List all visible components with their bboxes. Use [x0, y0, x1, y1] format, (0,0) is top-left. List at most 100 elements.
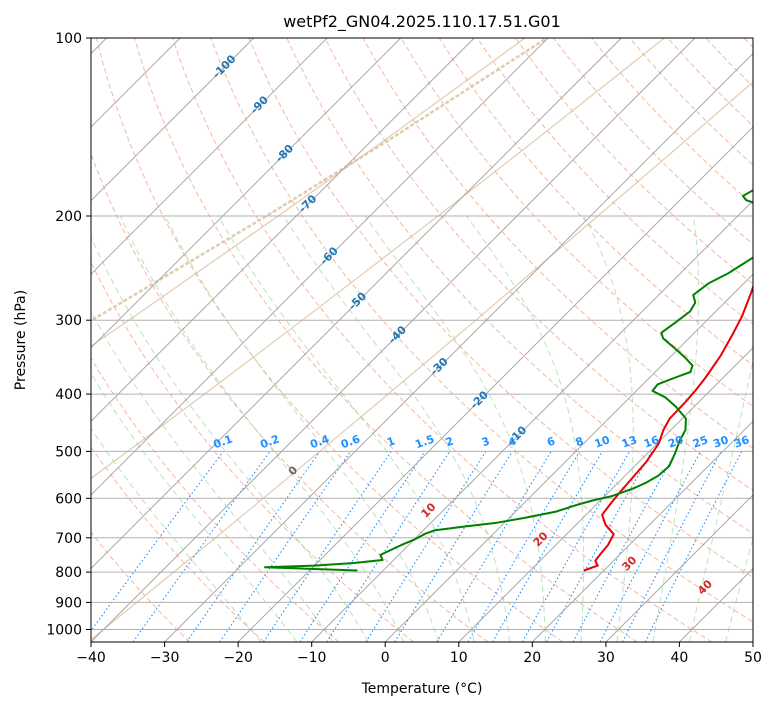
mixing-ratio-label: 10 — [593, 433, 612, 451]
y-tick-label: 200 — [55, 209, 82, 225]
dry-adiabat — [210, 38, 753, 623]
y-tick-label: 500 — [55, 444, 82, 460]
moist-adiabat — [652, 215, 700, 642]
isotherm — [91, 38, 328, 275]
dry-adiabat — [134, 38, 638, 642]
mixing-ratio-label: 2 — [444, 435, 456, 450]
mixing-ratio-label: 0.6 — [339, 432, 362, 451]
mixing-ratio-label: 1.5 — [413, 432, 436, 451]
x-tick-label: 50 — [744, 650, 762, 666]
mixing-ratio-label: 0.4 — [308, 432, 331, 451]
y-tick-label: 800 — [55, 565, 82, 581]
moist-adiabat — [583, 215, 634, 642]
moist-adiabat — [466, 215, 585, 642]
isotherm — [605, 494, 753, 642]
mixing-ratio-line — [263, 451, 392, 642]
x-tick-label: −40 — [76, 650, 106, 666]
isotherm — [91, 38, 622, 570]
mixing-ratio-line — [522, 451, 631, 642]
mixing-ratio-label: 13 — [620, 433, 639, 450]
moist-adiabat — [91, 372, 298, 642]
moist-adiabat — [283, 215, 511, 642]
isotherm — [458, 347, 753, 642]
dry-adiabat — [400, 38, 753, 408]
mixing-ratio-label: 30 — [712, 433, 731, 451]
dry-adiabat — [324, 38, 753, 492]
mixing-ratio-line — [326, 451, 451, 642]
mixing-ratio-label: 1 — [385, 435, 397, 450]
dry-adiabat — [91, 357, 340, 642]
x-tick-label: 30 — [597, 650, 615, 666]
mixing-ratio-line — [644, 451, 743, 642]
isotherm — [91, 38, 549, 496]
mixing-ratio-label: 0.1 — [212, 432, 235, 451]
moist-adiabat — [91, 310, 334, 642]
mixing-ratio-line — [546, 451, 653, 642]
dry-adiabat — [95, 38, 563, 642]
y-tick-label: 100 — [55, 31, 82, 47]
dry-adiabat — [91, 446, 265, 642]
mixing-ratio-label: 3 — [480, 435, 492, 450]
mixing-ratio-label: 6 — [545, 434, 557, 449]
moist-adiabat — [164, 215, 440, 642]
mixing-ratio-label: 8 — [574, 435, 586, 450]
moist-adiabat — [91, 235, 369, 642]
mixing-ratio-line — [219, 451, 352, 642]
isotherm — [91, 38, 475, 423]
dry-adiabat — [514, 38, 753, 285]
dry-adiabat — [248, 38, 753, 578]
mixing-ratio-line — [91, 451, 224, 632]
reference-curve — [91, 38, 665, 480]
reference-curve — [91, 38, 548, 323]
y-tick-label: 900 — [55, 595, 82, 611]
mixing-ratio-label: 36 — [732, 433, 751, 451]
y-tick-label: 400 — [55, 387, 82, 403]
isotherm — [237, 126, 753, 642]
profile-line — [264, 189, 753, 572]
moist-adiabat — [364, 215, 546, 642]
x-tick-label: −30 — [150, 650, 180, 666]
dry-adiabat — [91, 531, 191, 642]
profile-lines — [264, 189, 753, 572]
mixing-ratio-line — [394, 451, 513, 642]
x-tick-label: 40 — [670, 650, 688, 666]
mixing-ratio-label: 0.2 — [258, 432, 281, 451]
moist-adiabat — [119, 215, 405, 642]
dry-adiabat — [172, 38, 713, 642]
isotherm — [531, 420, 753, 642]
grid-lines — [91, 38, 753, 642]
moist-adiabat — [218, 215, 475, 642]
y-axis-label: Pressure (hPa) — [13, 290, 29, 390]
dry-adiabat — [438, 38, 753, 366]
y-tick-label: 300 — [55, 313, 82, 329]
x-tick-label: 0 — [381, 650, 390, 666]
mixing-ratio-line — [572, 451, 677, 642]
background-lines — [91, 38, 753, 642]
chart-title: wetPf2_GN04.2025.110.17.51.G01 — [283, 12, 561, 32]
x-tick-label: −10 — [297, 650, 327, 666]
x-axis-label: Temperature (°C) — [361, 681, 483, 697]
y-tick-label: 1000 — [46, 623, 82, 639]
x-tick-label: 10 — [450, 650, 468, 666]
moist-adiabat — [91, 427, 262, 642]
isotherm — [91, 38, 255, 202]
y-tick-label: 600 — [55, 491, 82, 507]
mixing-ratio-label: 25 — [691, 433, 710, 450]
mixing-ratio-label: 4 — [506, 434, 518, 449]
y-tick-label: 700 — [55, 531, 82, 547]
isotherm — [91, 38, 696, 642]
y-axis: 1000 900 800 700 600 500 400 300 200 100 — [46, 31, 91, 639]
profile-line — [583, 283, 753, 572]
mixing-ratio-label: 20 — [666, 433, 685, 451]
reference-curve — [91, 38, 526, 347]
x-tick-label: −20 — [223, 650, 253, 666]
reference-curve — [91, 81, 753, 641]
dry-adiabat — [91, 152, 489, 642]
mixing-ratio-line — [186, 451, 321, 642]
x-tick-label: 20 — [523, 650, 541, 666]
isotherm — [384, 273, 753, 642]
mixing-ratio-label: 16 — [642, 433, 661, 451]
x-axis: −40 −30 −20 −10 0 10 20 30 40 50 — [76, 642, 762, 666]
isotherm — [91, 38, 402, 349]
